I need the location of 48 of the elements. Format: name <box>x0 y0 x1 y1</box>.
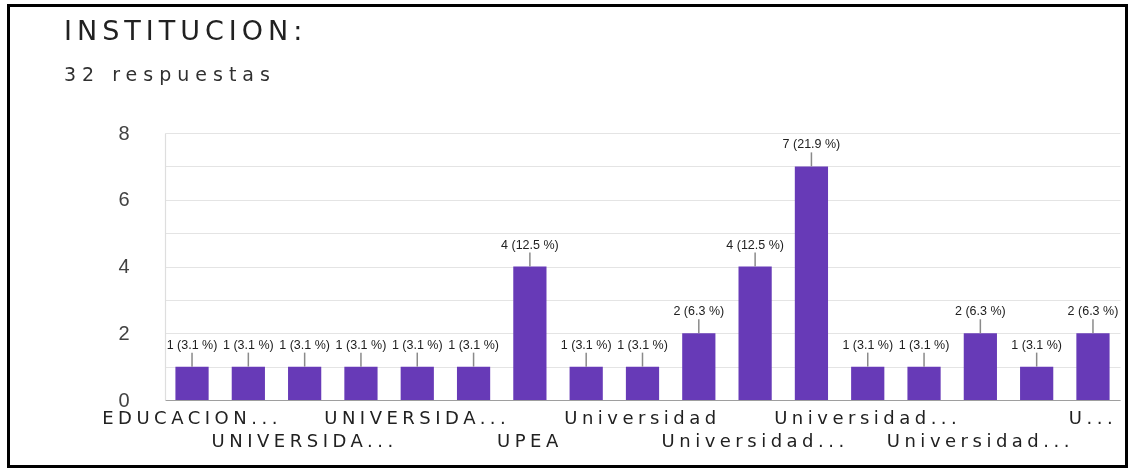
bar <box>794 166 829 400</box>
y-tick-label: 6 <box>118 188 130 211</box>
y-tick-label: 4 <box>118 255 130 277</box>
x-tick-label: UPEA <box>497 429 563 451</box>
bar <box>456 366 491 400</box>
data-label: 1 (3.1 %) <box>166 337 218 352</box>
bar <box>1020 366 1054 400</box>
data-label: 1 (3.1 %) <box>448 337 499 352</box>
data-label: 2 (6.3 %) <box>954 304 1006 319</box>
chart-subtitle: 32 respuestas <box>64 63 276 85</box>
x-tick-label: U... <box>1068 406 1118 428</box>
y-tick-label: 2 <box>118 321 130 344</box>
bar <box>231 366 265 400</box>
data-label: 2 (6.3 %) <box>1067 304 1119 319</box>
bar <box>513 266 547 400</box>
data-label: 1 (3.1 %) <box>279 337 331 352</box>
chart-title: INSTITUCION: <box>64 15 308 46</box>
bar <box>1076 333 1110 400</box>
x-tick-label: Universidad... <box>886 429 1074 451</box>
bar <box>288 366 322 400</box>
bar <box>625 366 660 400</box>
data-label: 1 (3.1 %) <box>335 337 387 352</box>
bar <box>569 366 603 400</box>
data-label: 1 (3.1 %) <box>222 337 274 352</box>
data-label: 4 (12.5 %) <box>501 237 559 252</box>
bar <box>175 366 209 400</box>
x-tick-label: Universidad... <box>774 406 962 428</box>
data-label: 1 (3.1 %) <box>560 337 612 352</box>
x-tick-label: UNIVERSIDA... <box>211 429 398 451</box>
y-tick-label: 8 <box>118 121 130 144</box>
bar <box>907 366 941 400</box>
bar <box>851 366 885 400</box>
data-label: 7 (21.9 %) <box>782 137 841 152</box>
bar <box>400 366 434 400</box>
data-label: 1 (3.1 %) <box>617 337 668 352</box>
x-tick-label: Universidad... <box>661 429 849 451</box>
bar <box>344 366 378 400</box>
bar <box>682 333 716 400</box>
data-label: 1 (3.1 %) <box>898 337 950 352</box>
data-label: 2 (6.3 %) <box>673 304 725 319</box>
data-label: 1 (3.1 %) <box>391 337 443 352</box>
bar <box>738 266 772 400</box>
bar <box>963 333 997 400</box>
data-label: 1 (3.1 %) <box>842 337 894 352</box>
x-tick-label: Universidad <box>564 406 721 428</box>
data-label: 4 (12.5 %) <box>726 237 784 252</box>
x-tick-label: UNIVERSIDA... <box>324 406 511 428</box>
data-label: 1 (3.1 %) <box>1011 337 1063 352</box>
